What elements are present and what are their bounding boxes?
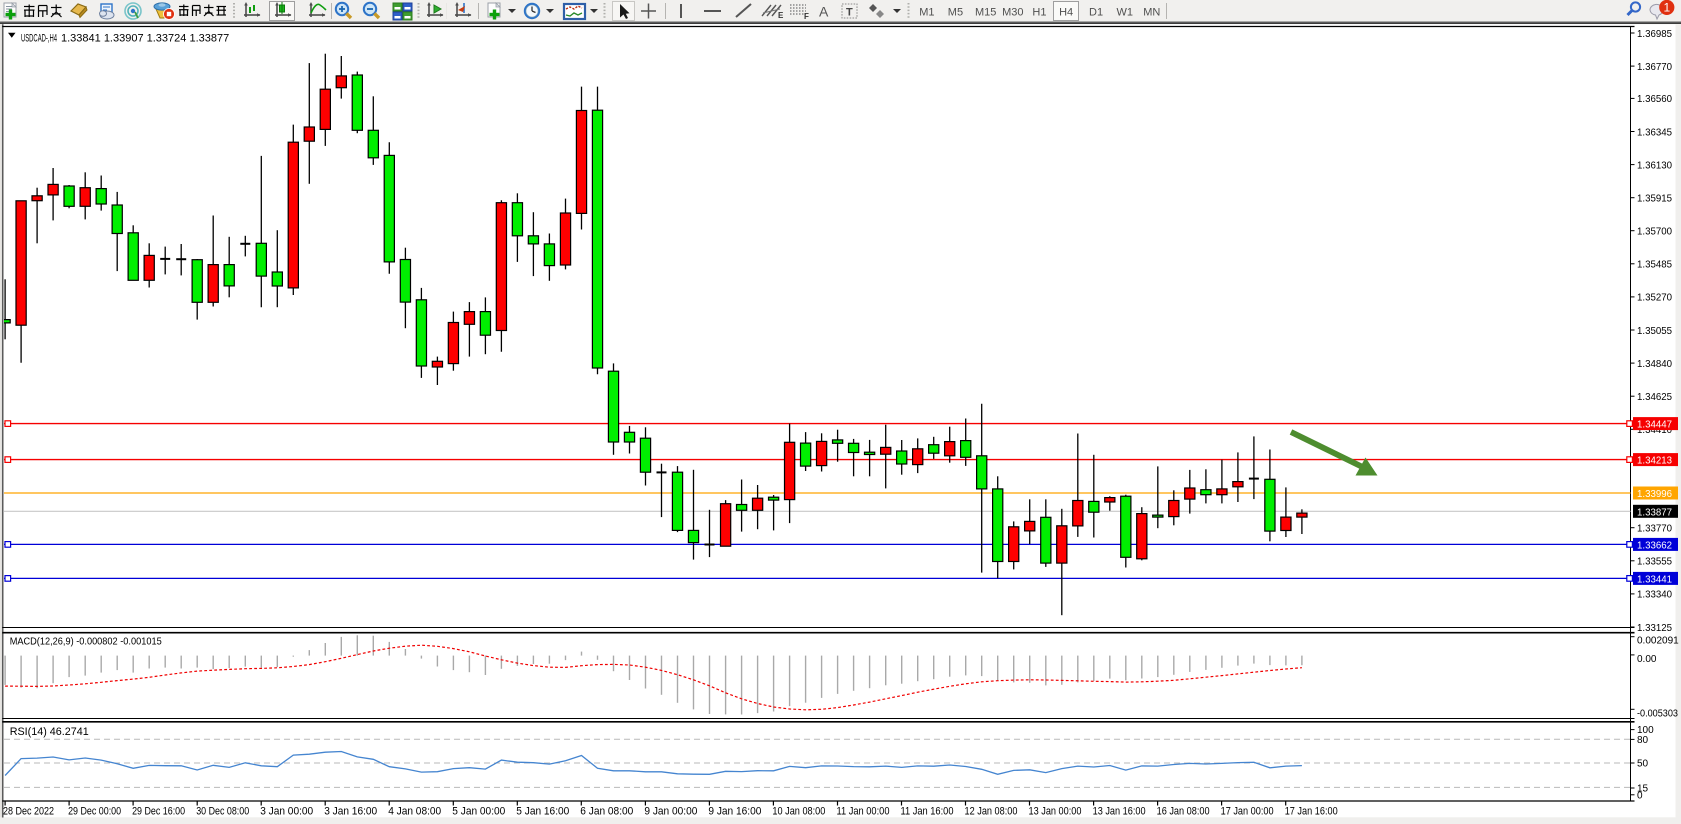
svg-text:F: F [804,12,809,21]
svg-text:12 Jan 08:00: 12 Jan 08:00 [965,805,1018,817]
svg-text:28 Dec 2022: 28 Dec 2022 [3,805,54,817]
svg-text:M1: M1 [919,6,934,18]
svg-text:MN: MN [1143,6,1160,18]
svg-text:6 Jan 08:00: 6 Jan 08:00 [580,805,633,817]
svg-text:M5: M5 [948,6,963,18]
svg-text:1.35485: 1.35485 [1637,259,1672,271]
svg-text:MACD(12,26,9) -0.000802 -0.001: MACD(12,26,9) -0.000802 -0.001015 [10,636,162,648]
svg-text:1.33441: 1.33441 [1637,574,1672,586]
svg-text:W1: W1 [1117,6,1134,18]
svg-text:1: 1 [1663,1,1670,15]
svg-text:1.34840: 1.34840 [1637,358,1672,370]
svg-text:30 Dec 08:00: 30 Dec 08:00 [196,805,249,817]
svg-text:USDCAD-,H4: USDCAD-,H4 [21,33,57,45]
svg-text:1.35700: 1.35700 [1637,226,1672,238]
svg-text:1.36985: 1.36985 [1637,28,1672,40]
svg-text:5 Jan 16:00: 5 Jan 16:00 [516,805,569,817]
svg-text:9 Jan 16:00: 9 Jan 16:00 [708,805,761,817]
svg-text:13 Jan 00:00: 13 Jan 00:00 [1029,805,1082,817]
svg-text:0.002091: 0.002091 [1637,636,1679,647]
svg-text:0: 0 [1637,790,1643,801]
svg-text:1.35055: 1.35055 [1637,325,1672,337]
svg-text:1.36560: 1.36560 [1637,93,1672,105]
svg-text:1.34447: 1.34447 [1637,419,1672,431]
svg-text:10 Jan 08:00: 10 Jan 08:00 [772,805,825,817]
svg-text:1.33555: 1.33555 [1637,556,1672,568]
svg-text:11 Jan 16:00: 11 Jan 16:00 [901,805,954,817]
svg-text:D1: D1 [1089,6,1103,18]
svg-text:0.00: 0.00 [1637,654,1657,665]
svg-text:H4: H4 [1059,6,1073,18]
svg-text:9 Jan 00:00: 9 Jan 00:00 [644,805,697,817]
svg-text:80: 80 [1637,735,1649,746]
svg-text:1.36345: 1.36345 [1637,126,1672,138]
svg-text:1.33662: 1.33662 [1637,540,1672,552]
svg-text:1.36130: 1.36130 [1637,159,1672,171]
svg-text:1.33877: 1.33877 [1637,506,1672,518]
svg-text:E: E [778,11,784,20]
svg-text:15: 15 [1637,784,1649,795]
svg-text:11 Jan 00:00: 11 Jan 00:00 [837,805,890,817]
svg-text:1.35915: 1.35915 [1637,193,1672,205]
svg-text:29 Dec 00:00: 29 Dec 00:00 [68,805,121,817]
svg-text:3 Jan 00:00: 3 Jan 00:00 [260,805,313,817]
svg-text:17 Jan 00:00: 17 Jan 00:00 [1221,805,1274,817]
svg-text:1.33770: 1.33770 [1637,523,1672,535]
svg-text:M30: M30 [1002,6,1023,18]
svg-text:50: 50 [1637,759,1649,770]
svg-text:1.33125: 1.33125 [1637,622,1672,634]
svg-text:100: 100 [1637,725,1654,736]
svg-text:4 Jan 08:00: 4 Jan 08:00 [388,805,441,817]
svg-text:RSI(14) 46.2741: RSI(14) 46.2741 [10,726,89,738]
svg-text:1.36770: 1.36770 [1637,61,1672,73]
svg-text:1.33340: 1.33340 [1637,589,1672,601]
svg-text:1.35270: 1.35270 [1637,292,1672,304]
svg-text:13 Jan 16:00: 13 Jan 16:00 [1093,805,1146,817]
svg-text:H1: H1 [1032,6,1046,18]
svg-text:T: T [846,7,853,19]
svg-text:3 Jan 16:00: 3 Jan 16:00 [324,805,377,817]
svg-text:5 Jan 00:00: 5 Jan 00:00 [452,805,505,817]
svg-text:29 Dec 16:00: 29 Dec 16:00 [132,805,185,817]
svg-text:M15: M15 [975,6,996,18]
svg-text:17 Jan 16:00: 17 Jan 16:00 [1285,805,1338,817]
svg-text:1.33996: 1.33996 [1637,488,1672,500]
svg-text:1.34625: 1.34625 [1637,391,1672,403]
svg-text:1.34213: 1.34213 [1637,455,1672,467]
svg-text:A: A [819,4,829,20]
svg-text:16 Jan 08:00: 16 Jan 08:00 [1157,805,1210,817]
svg-text:-0.005303: -0.005303 [1637,708,1678,719]
svg-text:1.33841 1.33907 1.33724 1.3387: 1.33841 1.33907 1.33724 1.33877 [61,33,229,45]
